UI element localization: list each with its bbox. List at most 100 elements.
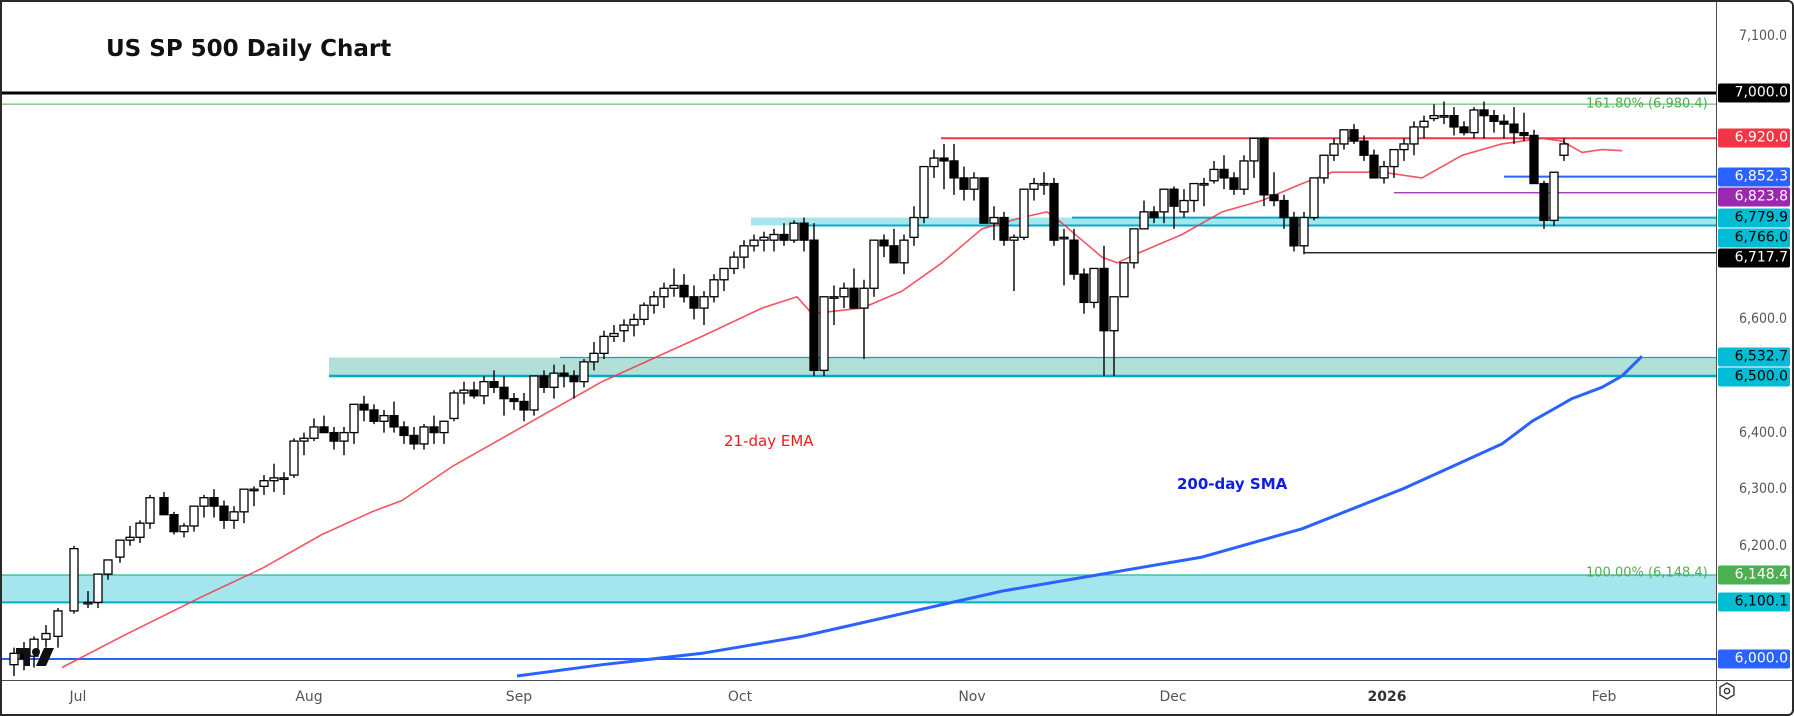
candle (1539, 180, 1549, 229)
candle (529, 375, 539, 416)
candle (1129, 228, 1139, 269)
candle (69, 545, 79, 614)
candle (569, 370, 579, 399)
candle (469, 381, 479, 399)
price-tag: 6,852.3 (1718, 167, 1790, 187)
time-tick-label: Sep (505, 689, 533, 705)
candle (429, 415, 439, 444)
support-zone-6100 (2, 575, 1716, 603)
candle (779, 223, 789, 246)
candle (919, 165, 929, 224)
price-tag: 6,823.8 (1718, 187, 1790, 207)
candle (1529, 129, 1539, 185)
candle (319, 415, 329, 434)
candle (1339, 129, 1349, 150)
candle (1299, 211, 1309, 255)
candle (889, 228, 899, 264)
candle (1099, 245, 1109, 376)
candle (489, 370, 499, 393)
candle (669, 268, 679, 297)
tradingview-logo-icon[interactable] (16, 646, 56, 668)
candle (1439, 101, 1449, 125)
candle (1489, 109, 1499, 133)
candle (359, 395, 369, 422)
candle (819, 296, 829, 376)
candle (9, 647, 19, 676)
candle (1249, 137, 1259, 178)
time-axis[interactable]: Jul Aug Sep Oct Nov Dec 2026 Feb (2, 680, 1716, 714)
support-zone-6500 (329, 357, 1716, 376)
candle (83, 591, 93, 609)
candle (369, 404, 379, 425)
price-tick-label: 6,200.0 (1738, 537, 1787, 554)
time-tick-label: Jul (69, 689, 87, 705)
price-tag: 6,717.7 (1718, 248, 1790, 268)
candle (349, 403, 359, 444)
candle (1229, 172, 1239, 195)
candle (659, 282, 669, 309)
time-tick-label: Aug (295, 689, 323, 705)
plot-area[interactable]: US SP 500 Daily Chart 21-day EMA 200-day… (2, 2, 1716, 680)
candle (309, 418, 319, 442)
price-tag: 6,779.9 (1718, 208, 1790, 228)
candle (949, 143, 959, 195)
price-tick-label: 6,600.0 (1738, 311, 1787, 328)
candle (1309, 177, 1319, 221)
candle (1459, 121, 1469, 136)
candle (1049, 177, 1059, 246)
price-axis[interactable]: 7,100.0 6,600.0 6,400.0 6,300.0 6,200.0 7,000… (1716, 2, 1792, 680)
candle (619, 319, 629, 343)
candle (1359, 135, 1369, 161)
time-tick-label: Dec (1159, 689, 1187, 705)
candle (249, 486, 259, 507)
candle (639, 302, 649, 326)
candle (1319, 154, 1329, 184)
fib-161-label: 161.80% (6,980.4) (1586, 96, 1708, 112)
candle (1419, 115, 1429, 139)
sma-200-line (516, 355, 1644, 678)
candle (899, 234, 909, 275)
candle (1089, 267, 1099, 309)
candle (1409, 121, 1419, 156)
candle (1079, 268, 1089, 314)
candle (579, 359, 589, 388)
price-tag: 6,532.7 (1718, 347, 1790, 367)
candle (739, 240, 749, 269)
candle (41, 625, 51, 648)
candle (179, 523, 189, 538)
price-tag: 6,148.4 (1718, 565, 1790, 585)
candle (1199, 177, 1209, 207)
candle (959, 166, 969, 201)
candle (229, 506, 239, 529)
candle (1429, 104, 1439, 122)
candle (219, 500, 229, 529)
candle (989, 206, 999, 241)
candle (879, 234, 889, 258)
candle (145, 494, 155, 529)
price-tag: 6,766.0 (1718, 228, 1790, 248)
candle (1179, 189, 1189, 218)
price-tag: 7,000.0 (1718, 83, 1790, 103)
settings-button[interactable] (1716, 680, 1792, 714)
sma-label: 200-day SMA (1177, 475, 1288, 493)
candle (399, 421, 409, 444)
candle (1449, 107, 1459, 136)
candle (169, 511, 179, 535)
candle (1259, 137, 1269, 207)
candle (679, 274, 689, 303)
candle (1509, 107, 1519, 144)
price-tag: 6,920.0 (1718, 128, 1790, 148)
candle (609, 325, 619, 343)
candle (709, 274, 719, 303)
candle (103, 559, 113, 580)
price-tag: 6,100.1 (1718, 592, 1790, 612)
candle (829, 285, 839, 326)
candle (1549, 171, 1559, 227)
candle (1109, 296, 1119, 376)
price-tag: 6,000.0 (1718, 649, 1790, 669)
price-tag: 6,500.0 (1718, 367, 1790, 387)
time-tick-label: Nov (958, 689, 986, 705)
candle (1169, 186, 1179, 229)
candle (259, 475, 269, 495)
candle (115, 539, 125, 563)
